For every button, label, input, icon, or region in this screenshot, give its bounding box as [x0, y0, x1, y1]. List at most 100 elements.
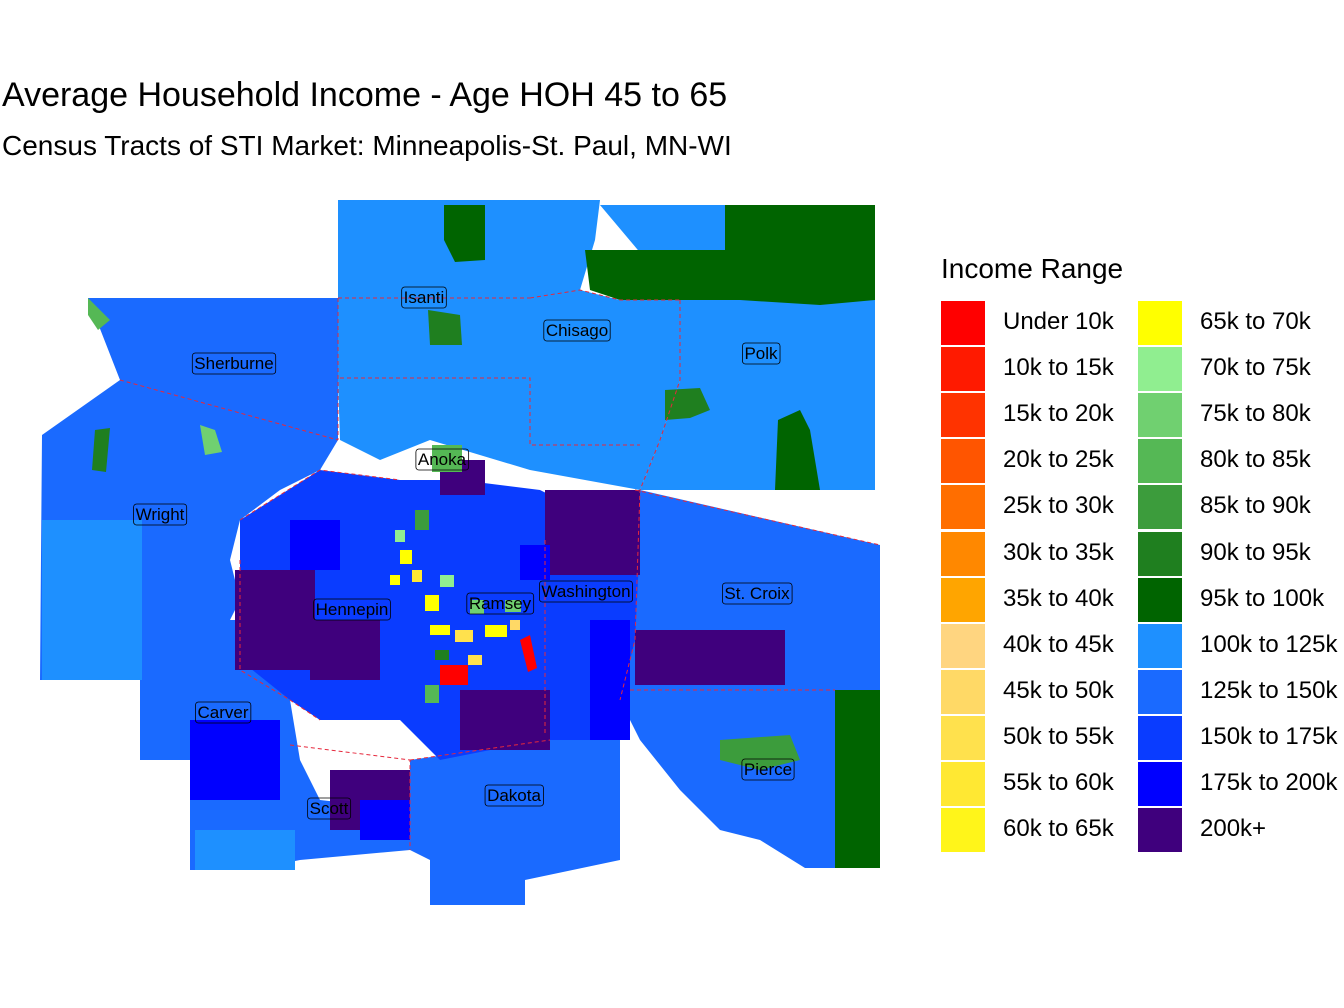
tract-region — [432, 445, 462, 472]
tract-region — [390, 575, 400, 585]
legend-label: 100k to 125k — [1200, 630, 1338, 658]
county-label: Dakota — [484, 784, 544, 807]
tract-region — [455, 630, 473, 642]
county-label-text: Hennepin — [316, 600, 389, 619]
legend-item: 45k to 50k — [941, 669, 1141, 714]
tract-region — [310, 620, 380, 680]
legend-item: 200k+ — [1138, 808, 1338, 853]
county-boundary — [409, 739, 551, 761]
tract-region — [42, 520, 142, 680]
tract-region — [428, 310, 462, 345]
county-label: Carver — [195, 701, 252, 724]
county-boundaries — [119, 289, 881, 850]
legend-swatch — [941, 623, 985, 668]
legend-label: 10k to 15k — [1003, 354, 1114, 382]
legend-item: 55k to 60k — [941, 762, 1141, 806]
county-label: Sherburne — [191, 352, 277, 375]
legend-label: 95k to 100k — [1200, 584, 1325, 612]
tract-region — [635, 630, 785, 685]
county-label: Pierce — [741, 758, 795, 781]
legend-label: 80k to 85k — [1200, 446, 1311, 474]
legend-item: 125k to 150k — [1138, 669, 1338, 714]
tract-region — [468, 655, 482, 665]
legend-label: 40k to 45k — [1003, 630, 1114, 658]
county-label-text: Ramsey — [469, 594, 532, 613]
county-label-box — [307, 797, 352, 820]
tract-region — [338, 200, 680, 490]
county-labels: Isanti Chisago Polk Sherburne Anoka Wright Hen… — [133, 286, 795, 820]
county-label-box — [415, 448, 470, 471]
tract-region — [340, 230, 420, 290]
legend-swatch — [1138, 531, 1182, 576]
legend-label: 150k to 175k — [1200, 722, 1338, 750]
county-label-text: St. Croix — [724, 584, 790, 603]
county-boundary — [239, 469, 401, 521]
legend-label: 25k to 30k — [1003, 492, 1114, 520]
legend-item: 75k to 80k — [1138, 393, 1338, 438]
tract-region — [505, 600, 521, 612]
legend-swatch — [1138, 623, 1182, 668]
tract-region — [590, 620, 630, 740]
legend-item: 35k to 40k — [941, 577, 1141, 622]
legend-label: 15k to 20k — [1003, 400, 1114, 428]
legend-swatch — [1138, 577, 1182, 622]
legend-swatch — [941, 762, 985, 806]
legend-item: 30k to 35k — [941, 531, 1141, 576]
legend-label: 35k to 40k — [1003, 584, 1114, 612]
tract-region — [195, 830, 295, 870]
map-subtitle: Census Tracts of STI Market: Minneapolis… — [2, 130, 732, 161]
legend-item: 85k to 90k — [1138, 485, 1338, 530]
tract-region — [415, 510, 429, 530]
tract-region — [235, 570, 315, 670]
tract-region — [665, 388, 710, 420]
county-label-text: Chisago — [546, 321, 608, 340]
tract-region — [395, 530, 405, 542]
tract-region — [470, 600, 484, 614]
legend-item: 50k to 55k — [941, 715, 1141, 760]
legend-item: 70k to 75k — [1138, 347, 1338, 392]
tract-region — [720, 735, 800, 770]
tract-region — [425, 685, 439, 703]
county-label-box — [543, 319, 611, 342]
legend-label: 90k to 95k — [1200, 538, 1311, 566]
legend-swatch — [1138, 439, 1182, 484]
county-boundary — [619, 300, 681, 701]
county-label: Wright — [133, 503, 188, 526]
tract-region — [412, 570, 422, 582]
legend-item: 25k to 30k — [941, 485, 1141, 530]
tract-region — [435, 650, 449, 660]
legend-item: 175k to 200k — [1138, 762, 1338, 806]
county-label: St. Croix — [722, 582, 793, 605]
tract-region — [92, 428, 110, 472]
legend-swatch — [1138, 393, 1182, 438]
county-label: Chisago — [543, 319, 611, 342]
legend-swatch — [1138, 762, 1182, 806]
tract-region — [190, 720, 280, 800]
tract-region — [510, 620, 520, 630]
county-label-text: Sherburne — [194, 354, 273, 373]
legend-swatch — [941, 393, 985, 438]
legend-label: 55k to 60k — [1003, 769, 1114, 796]
legend-label: 65k to 70k — [1200, 308, 1311, 335]
county-label: Isanti — [401, 286, 447, 309]
map-detail-patches — [42, 205, 880, 870]
county-label-text: Scott — [310, 799, 349, 818]
legend-swatch — [941, 531, 985, 576]
county-label: Washington — [539, 580, 633, 603]
legend-label: 175k to 200k — [1200, 769, 1338, 796]
legend-swatch — [1138, 715, 1182, 760]
legend-swatch — [941, 301, 985, 345]
legend-label: 125k to 150k — [1200, 676, 1338, 704]
choropleth-map: Isanti Chisago Polk Sherburne Anoka Wright Hen… — [40, 200, 881, 905]
tract-region — [545, 490, 640, 575]
legend-swatch — [941, 485, 985, 530]
tract-region — [290, 520, 340, 570]
tract-region — [410, 740, 620, 905]
tract-region — [430, 625, 450, 635]
county-boundary — [529, 289, 680, 301]
legend-swatch — [941, 715, 985, 760]
legend-label: Under 10k — [1003, 308, 1114, 335]
legend-label: 50k to 55k — [1003, 722, 1114, 750]
county-label-text: Wright — [136, 505, 185, 524]
tract-region — [400, 550, 412, 564]
